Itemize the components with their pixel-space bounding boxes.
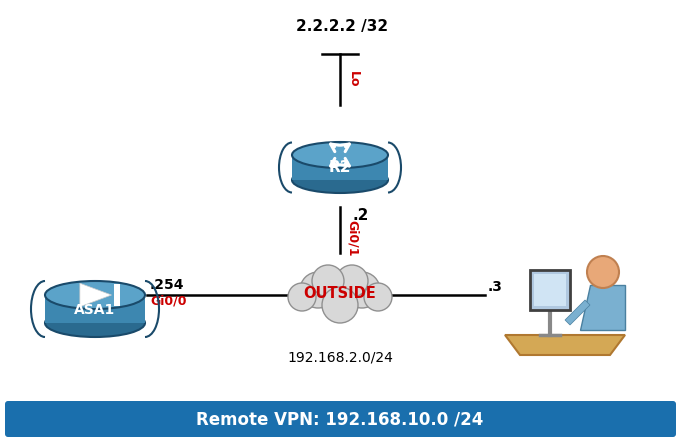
Text: ASA1: ASA1 [74,304,116,317]
Polygon shape [580,285,625,330]
Ellipse shape [292,142,388,168]
Circle shape [344,272,380,308]
Circle shape [587,256,619,288]
Text: .254: .254 [150,278,185,292]
Text: .3: .3 [488,280,503,294]
Text: Remote VPN: 192.168.10.0 /24: Remote VPN: 192.168.10.0 /24 [196,410,484,428]
Polygon shape [534,274,566,306]
Bar [114,283,121,306]
Circle shape [288,283,316,311]
Text: Gi0/0: Gi0/0 [150,294,187,308]
Polygon shape [80,283,112,307]
Bar [45,295,145,323]
Text: Gi0/1: Gi0/1 [346,220,359,256]
Polygon shape [505,335,625,355]
Bar [292,155,388,180]
Ellipse shape [292,167,388,193]
Ellipse shape [45,309,145,337]
Text: 2.2.2.2 /32: 2.2.2.2 /32 [296,19,388,34]
Circle shape [318,273,362,317]
Circle shape [364,283,392,311]
Circle shape [312,265,344,297]
Circle shape [300,272,336,308]
Polygon shape [530,270,570,310]
Text: R2: R2 [329,160,351,175]
Text: .2: .2 [352,208,368,223]
Circle shape [322,287,358,323]
Polygon shape [565,300,590,325]
FancyBboxPatch shape [5,401,676,437]
Circle shape [336,265,368,297]
Text: 192.168.2.0/24: 192.168.2.0/24 [287,350,393,364]
Text: Lo: Lo [347,71,360,88]
Text: OUTSIDE: OUTSIDE [304,286,377,301]
Ellipse shape [45,281,145,309]
